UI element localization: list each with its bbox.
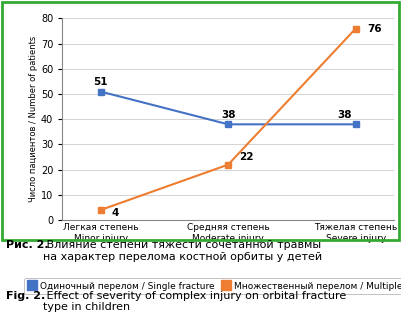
Y-axis label: Число пациентов / Number of patients: Число пациентов / Number of patients [29, 36, 38, 202]
Text: Влияние степени тяжести сочетанной травмы
на характер перелома костной орбиты у : Влияние степени тяжести сочетанной травм… [43, 240, 321, 262]
Legend: Одиночный перелом / Single fracture, Множественный перелом / Multiple fracture: Одиночный перелом / Single fracture, Мно… [24, 278, 401, 294]
Text: Effect of severity of complex injury on orbital fracture
type in children: Effect of severity of complex injury on … [43, 291, 345, 312]
Text: 22: 22 [239, 152, 253, 162]
Text: 4: 4 [111, 208, 119, 218]
Text: 76: 76 [366, 24, 381, 34]
Text: 51: 51 [93, 77, 107, 87]
Text: 38: 38 [336, 110, 351, 120]
Text: Рис. 2.: Рис. 2. [6, 240, 49, 250]
Text: Fig. 2.: Fig. 2. [6, 291, 45, 301]
Text: 38: 38 [220, 110, 235, 120]
